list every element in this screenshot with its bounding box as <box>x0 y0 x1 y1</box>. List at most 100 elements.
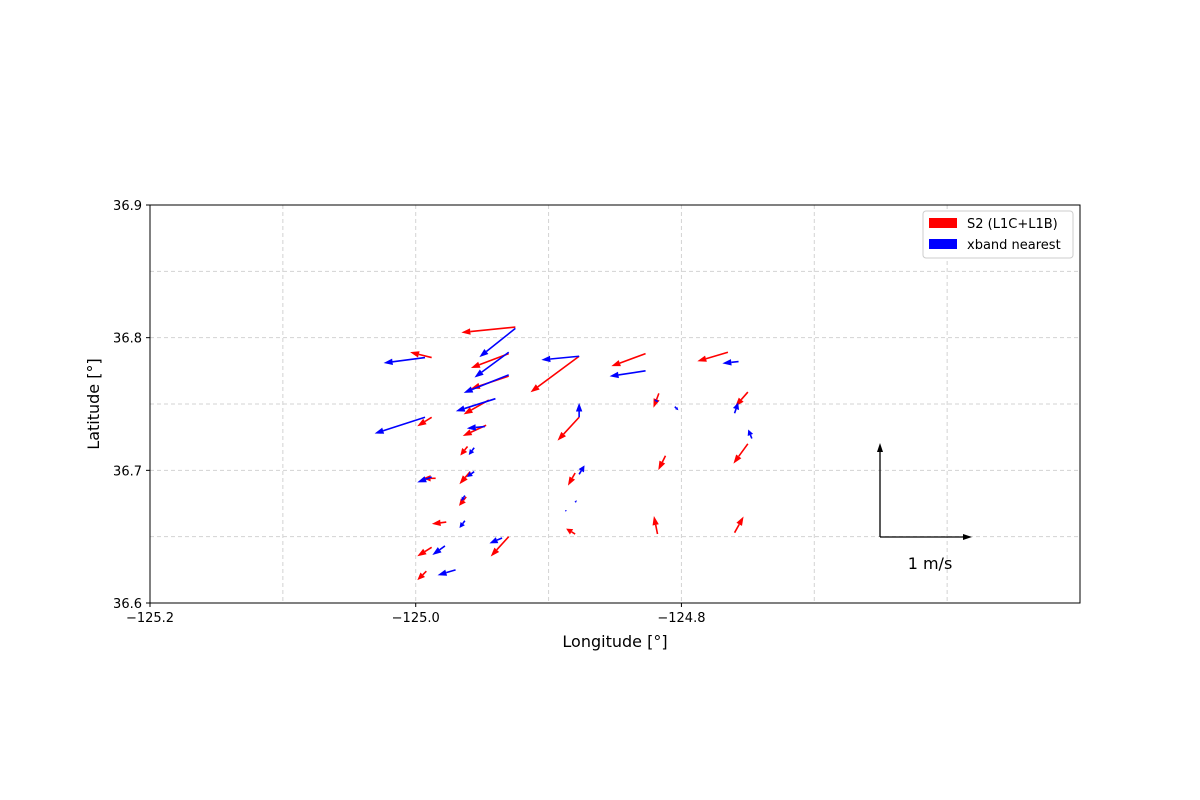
vector-arrow-xband <box>578 465 585 475</box>
vector-shaft-s2 <box>619 352 646 364</box>
vector-arrow-s2 <box>410 351 432 359</box>
vector-shaft-xband <box>470 471 475 475</box>
vector-head-xband <box>468 449 475 455</box>
vector-arrow-s2 <box>697 351 729 362</box>
vector-head-xband <box>655 399 659 402</box>
vector-head-s2 <box>733 454 742 464</box>
vector-arrow-s2 <box>733 516 744 534</box>
vector-arrow-xband <box>722 359 739 366</box>
vector-head-xband <box>463 386 474 393</box>
scale-arrowhead-vertical <box>877 443 883 452</box>
vector-head-s2 <box>417 548 427 557</box>
vector-head-s2 <box>460 448 468 456</box>
vector-shaft-s2 <box>571 472 576 479</box>
vector-arrow-xband <box>674 406 679 411</box>
vector-shaft-s2 <box>733 523 740 534</box>
vector-arrow-xband <box>463 374 510 393</box>
y-axis-label: Latitude [°] <box>84 358 103 449</box>
vector-head-s2 <box>490 547 500 557</box>
vector-arrow-xband <box>417 476 432 483</box>
vector-head-s2 <box>470 361 481 368</box>
scale-key: 1 m/s <box>877 443 972 573</box>
vector-shaft-xband <box>485 327 516 353</box>
y-tick-label: 36.8 <box>113 332 142 347</box>
vector-shaft-xband <box>382 416 426 432</box>
vector-shaft-xband <box>439 545 446 551</box>
vector-shaft-s2 <box>654 524 659 535</box>
vector-arrow-s2 <box>417 570 427 581</box>
vector-arrow-s2 <box>417 416 433 427</box>
vector-head-xband <box>455 405 466 412</box>
vector-head-xband <box>575 500 577 502</box>
legend-frame <box>922 210 1074 259</box>
vector-shaft-s2 <box>661 455 667 463</box>
vector-shaft-s2 <box>537 355 580 388</box>
vector-head-xband <box>575 402 583 412</box>
vector-head-s2 <box>697 355 707 362</box>
vector-head-s2 <box>461 328 471 335</box>
vector-shaft-xband <box>733 408 737 414</box>
vector-arrow-xband <box>468 447 475 455</box>
vector-arrow-xband <box>383 356 426 365</box>
vector-shaft-s2 <box>422 570 427 576</box>
vector-arrow-xband <box>575 402 583 418</box>
vector-arrow-s2 <box>611 352 646 367</box>
vector-shaft-xband <box>471 374 510 391</box>
vector-shaft-s2 <box>705 351 729 360</box>
vector-head-s2 <box>462 429 473 437</box>
vector-shaft-xband <box>481 351 510 373</box>
vector-head-xband <box>432 547 442 555</box>
vector-head-s2 <box>459 475 468 485</box>
vector-head-s2 <box>566 528 574 535</box>
vector-shaft-s2 <box>418 353 432 359</box>
vector-head-s2 <box>567 476 576 486</box>
vector-shaft-xband <box>674 406 677 409</box>
vector-head-s2 <box>417 418 427 427</box>
y-tick-label: 36.9 <box>113 199 142 214</box>
y-tick-label: 36.7 <box>113 464 142 479</box>
vector-shaft-xband <box>392 356 426 363</box>
vector-arrow-s2 <box>567 472 576 486</box>
x-tick-label: −124.8 <box>657 611 705 626</box>
x-tick-label: −125.2 <box>126 611 174 626</box>
vector-field <box>374 326 754 581</box>
vector-arrow-s2 <box>431 519 447 526</box>
vector-arrow-xband <box>466 471 475 478</box>
vector-arrow-xband <box>541 355 580 363</box>
vector-head-s2 <box>652 516 659 526</box>
vector-arrow-xband <box>747 429 754 439</box>
vector-shaft-s2 <box>563 416 580 435</box>
vector-arrow-s2 <box>652 516 659 535</box>
vector-shaft-xband <box>464 397 496 410</box>
vector-head-xband <box>489 537 499 544</box>
vector-head-s2 <box>463 407 473 415</box>
vector-shaft-s2 <box>470 326 516 333</box>
vector-head-s2 <box>417 572 426 581</box>
vector-arrow-xband <box>466 424 485 431</box>
vector-arrow-xband <box>459 520 466 528</box>
vector-head-xband <box>722 359 732 366</box>
vector-arrow-s2 <box>566 528 576 535</box>
vector-head-xband <box>417 476 427 483</box>
vector-head-xband <box>466 471 473 478</box>
vector-head-xband <box>383 358 393 365</box>
vector-head-xband <box>461 496 466 501</box>
vector-arrow-s2 <box>658 455 667 471</box>
x-tick-label: −125.0 <box>392 611 440 626</box>
vector-shaft-xband <box>475 425 485 429</box>
vector-head-xband <box>541 355 551 363</box>
vector-head-s2 <box>611 360 621 367</box>
vector-head-s2 <box>658 460 666 471</box>
vector-shaft-xband <box>496 537 503 541</box>
vector-arrow-xband <box>489 537 503 544</box>
vector-shaft-xband <box>578 470 582 475</box>
vector-arrow-xband <box>654 399 659 402</box>
scale-label: 1 m/s <box>908 554 953 573</box>
vector-shaft-xband <box>425 476 432 480</box>
vector-head-s2 <box>557 431 566 441</box>
y-tick-label: 36.6 <box>113 597 142 612</box>
vector-arrow-xband <box>374 416 426 434</box>
vector-head-s2 <box>431 519 441 526</box>
vector-head-xband <box>474 369 484 378</box>
vector-head-s2 <box>410 351 420 358</box>
